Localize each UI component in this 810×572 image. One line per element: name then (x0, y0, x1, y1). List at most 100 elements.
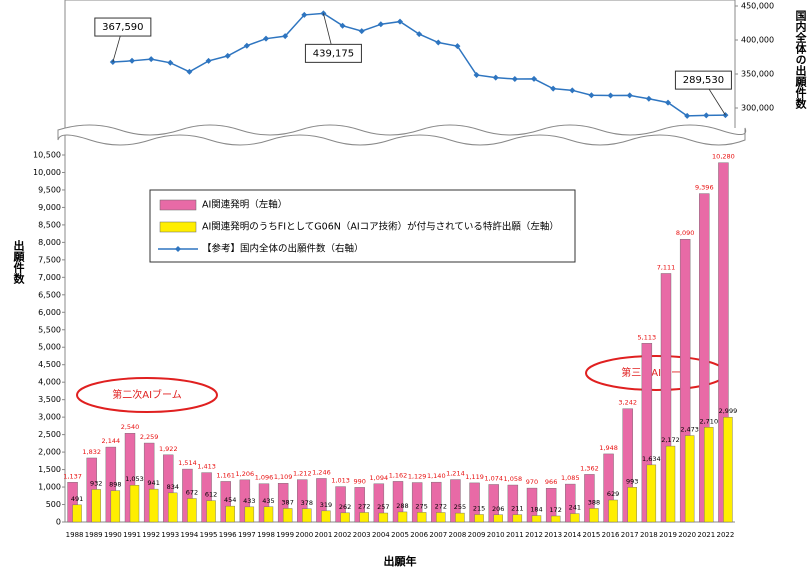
line-marker (588, 92, 595, 99)
x-tick-label: 2017 (621, 531, 639, 539)
line-marker (148, 56, 155, 63)
y2-tick-label: 450,000 (741, 2, 774, 11)
line-marker (301, 11, 308, 18)
data-label: 5,113 (638, 333, 657, 341)
data-label: 834 (167, 483, 179, 491)
data-label: 629 (607, 490, 619, 498)
line-marker (473, 71, 480, 78)
x-tick-label: 1989 (85, 531, 103, 539)
data-label: 1,058 (504, 475, 523, 483)
data-label: 1,109 (274, 473, 293, 481)
y-tick-label: 1,500 (38, 465, 61, 474)
x-tick-label: 2005 (391, 531, 409, 539)
data-label: 990 (354, 477, 366, 485)
data-label: 1,129 (408, 473, 427, 481)
y-tick-label: 5,000 (38, 343, 61, 352)
data-label: 9,396 (695, 184, 714, 192)
bar (340, 512, 350, 523)
data-label: 2,710 (699, 417, 718, 425)
bar (493, 514, 503, 523)
x-tick-label: 2002 (334, 531, 352, 539)
x-tick-label: 1997 (238, 531, 256, 539)
x-tick-label: 2014 (563, 531, 581, 539)
x-tick-label: 2020 (678, 531, 696, 539)
data-label: 1,013 (331, 477, 350, 485)
data-label: 1,206 (236, 470, 255, 478)
line-marker (263, 35, 269, 42)
x-tick-label: 1988 (66, 531, 84, 539)
x-tick-label: 2008 (449, 531, 467, 539)
data-label: 388 (588, 498, 600, 506)
bar (187, 498, 197, 523)
data-label: 2,473 (680, 426, 699, 434)
data-label: 172 (549, 506, 561, 514)
legend-label: AI関連発明（左軸） (202, 199, 287, 211)
legend-box (149, 189, 576, 263)
data-label: 1,212 (293, 470, 312, 478)
y-tick-label: 1,000 (38, 483, 61, 492)
data-label: 1,634 (642, 455, 661, 463)
data-label: 272 (435, 502, 447, 510)
bar (531, 515, 542, 523)
data-label: 1,922 (159, 445, 178, 453)
bar (321, 510, 331, 523)
bar (570, 513, 580, 523)
bar (550, 515, 561, 523)
x-tick-label: 1991 (123, 531, 141, 539)
data-label: 215 (473, 504, 485, 512)
data-label: 387 (281, 498, 293, 506)
x-tick-label: 1993 (161, 531, 179, 539)
x-tick-label: 1992 (142, 531, 160, 539)
data-label: 970 (526, 478, 538, 486)
x-tick-label: 2021 (697, 531, 715, 539)
line-marker (665, 99, 671, 106)
y-tick-label: 10,500 (33, 151, 61, 160)
line-marker (607, 92, 614, 99)
line-marker (224, 52, 231, 59)
data-label: 1,053 (125, 475, 144, 483)
bar (723, 416, 733, 523)
data-label: 288 (396, 502, 408, 510)
callout-label: 367,590 (102, 22, 143, 33)
bar (608, 499, 618, 523)
bar (627, 487, 637, 523)
data-label: 941 (147, 479, 159, 487)
x-tick-label: 2009 (468, 531, 486, 539)
y-tick-label: 2,000 (38, 448, 61, 457)
line-marker (282, 33, 289, 40)
line-marker (531, 75, 537, 82)
data-label: 435 (262, 497, 274, 505)
bar (455, 512, 465, 523)
y-tick-label: 10,000 (33, 168, 61, 177)
line-marker (243, 42, 250, 49)
bar (244, 506, 255, 523)
legend-label: 【参考】国内全体の出願件数（右軸） (202, 243, 364, 255)
bar (397, 511, 408, 523)
y-tick-label: 3,500 (38, 395, 61, 404)
data-label: 184 (530, 506, 542, 514)
bar (684, 435, 695, 523)
y-tick-label: 7,500 (38, 255, 61, 264)
bar (129, 484, 140, 523)
data-label: 262 (339, 503, 351, 511)
data-label: 10,280 (712, 153, 735, 161)
y2-axis-label: 国内全体の出願件数 (794, 10, 808, 110)
x-tick-label: 2015 (583, 531, 601, 539)
bar (436, 512, 446, 523)
data-label: 1,246 (312, 468, 331, 476)
data-label: 7,111 (657, 263, 676, 271)
x-tick-label: 2010 (487, 531, 505, 539)
line-marker (358, 28, 365, 35)
x-tick-label: 2000 (295, 531, 313, 539)
y-tick-label: 8,000 (38, 238, 61, 247)
legend-symbol (159, 221, 197, 233)
x-tick-label: 2012 (525, 531, 543, 539)
y-tick-label: 8,500 (38, 220, 61, 229)
line-marker (569, 87, 576, 94)
data-label: 1,119 (465, 473, 484, 481)
data-label: 433 (243, 497, 255, 505)
bar (282, 508, 293, 523)
data-label: 1,162 (389, 471, 408, 479)
axis-break (57, 124, 747, 146)
line-marker (550, 85, 557, 92)
